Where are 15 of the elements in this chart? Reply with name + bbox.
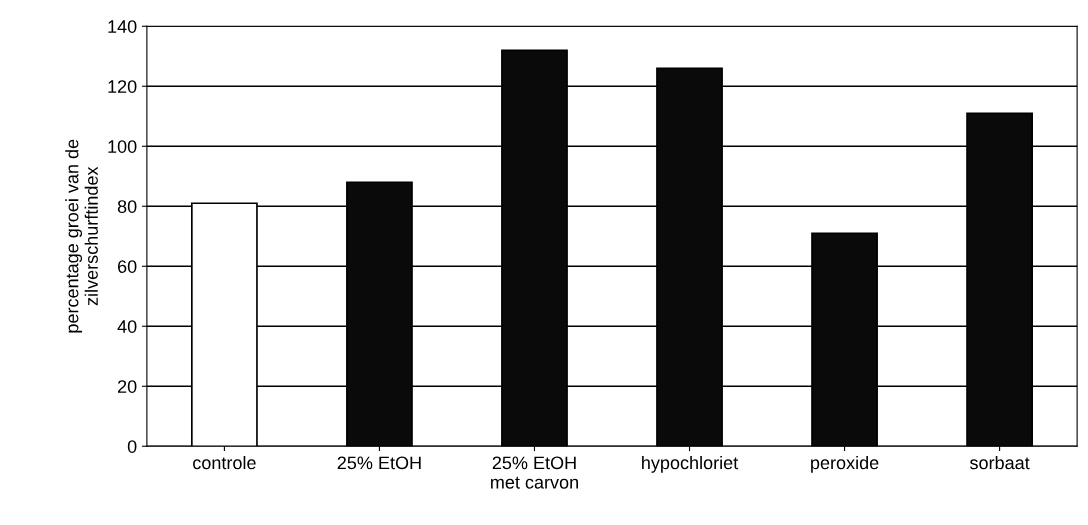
y-tick-label: 140 (108, 20, 137, 33)
x-tick-label: peroxide (811, 455, 879, 473)
x-tick-label: 25% EtOH (337, 456, 421, 470)
y-tick-label: 120 (108, 80, 137, 93)
x-tick-label: hypochloriet (642, 455, 739, 473)
y-axis-title: percentage groei van de zilverschurftindex (65, 139, 98, 333)
x-tick-label: sorbaat (969, 455, 1030, 470)
x-tick-label: 25% EtOH met carvon (491, 456, 578, 489)
y-tick-label: 0 (127, 440, 137, 453)
y-tick-label: 20 (117, 380, 137, 393)
x-tick-label: controle (193, 455, 256, 470)
y-tick-label: 40 (117, 320, 137, 333)
y-tick-label: 100 (108, 140, 137, 153)
y-tick-label: 80 (117, 200, 137, 213)
y-tick-label: 60 (117, 260, 137, 273)
